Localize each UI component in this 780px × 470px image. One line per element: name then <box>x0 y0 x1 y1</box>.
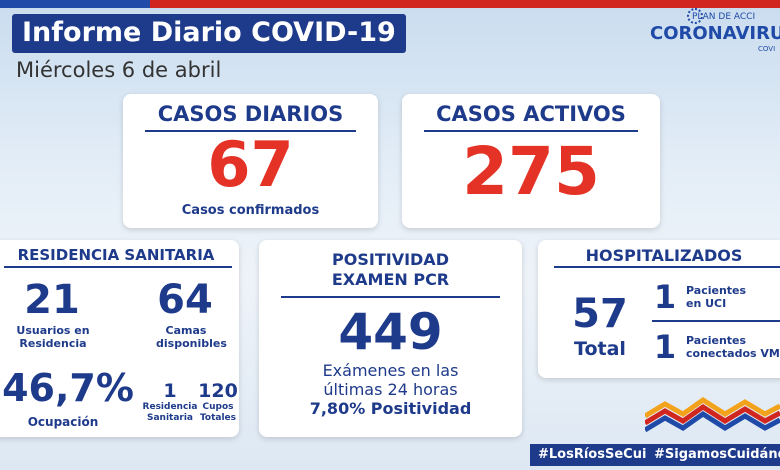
hospitalizados-title: HOSPITALIZADOS <box>585 246 743 265</box>
top-color-bar <box>0 0 780 8</box>
page-title: Informe Diario COVID-19 <box>12 14 406 53</box>
cupos-label: Cupos Totales <box>199 402 237 423</box>
hashtag-los-rios: #LosRíosSeCuida <box>530 444 673 466</box>
coronavirus-plan-logo: PLAN DE ACCI CORONAVIRU COVI <box>640 6 780 56</box>
positividad-value: 449 <box>338 303 443 361</box>
hospitalizados-card: HOSPITALIZADOS 57 Total 1 Pacientes en U… <box>538 240 780 378</box>
sun-icon <box>687 8 703 24</box>
vm-label-2: conectados VM <box>686 347 780 360</box>
residencia-card: RESIDENCIA SANITARIA 21 Usuarios en Resi… <box>0 240 239 437</box>
uci-value: 1 <box>653 278 677 316</box>
positividad-card: POSITIVIDAD EXAMEN PCR 449 Exámenes en l… <box>259 240 522 437</box>
logo-sub-text: COVI <box>758 45 776 53</box>
casos-diarios-title: CASOS DIARIOS <box>157 102 344 126</box>
divider <box>652 320 780 322</box>
camas-value: 64 <box>157 277 213 323</box>
positividad-line-3: 7,80% Positividad <box>309 399 472 418</box>
positividad-title: POSITIVIDAD <box>332 250 449 269</box>
casos-diarios-value: 67 <box>207 128 294 201</box>
vm-label-1: Pacientes <box>686 334 747 347</box>
usuarios-value: 21 <box>24 277 80 323</box>
uci-label-2: en UCI <box>686 297 727 310</box>
residencia-label: Residencia Sanitaria <box>142 402 198 423</box>
hashtag-sigamos: #SigamosCuidándon <box>646 444 780 466</box>
divider <box>281 296 500 298</box>
divider <box>4 266 232 268</box>
logo-plan-text: PLAN DE ACCI <box>692 12 756 22</box>
region-hills-decoration <box>645 396 780 433</box>
ocupacion-value: 46,7% <box>2 366 134 410</box>
hospitalizados-total-value: 57 <box>572 291 628 337</box>
casos-activos-value: 275 <box>462 133 600 210</box>
residencia-title: RESIDENCIA SANITARIA <box>17 246 215 264</box>
divider <box>554 266 780 268</box>
casos-activos-title: CASOS ACTIVOS <box>436 102 626 126</box>
cupos-value: 120 <box>198 380 238 402</box>
divider <box>145 130 356 132</box>
casos-diarios-caption: Casos confirmados <box>181 203 320 218</box>
logo-name-text: CORONAVIRU <box>650 23 780 44</box>
positividad-line-2: últimas 24 horas <box>323 380 458 399</box>
camas-label: Camas disponibles <box>156 324 227 350</box>
casos-diarios-card: CASOS DIARIOS 67 Casos confirmados <box>123 94 378 228</box>
positividad-line-1: Exámenes en las <box>322 361 459 380</box>
residencia-value: 1 <box>163 380 177 402</box>
uci-label-1: Pacientes <box>686 284 747 297</box>
ocupacion-label: Ocupación <box>27 415 99 429</box>
hospitalizados-total-label: Total <box>574 338 626 360</box>
divider <box>424 130 638 132</box>
usuarios-label: Usuarios en Residencia <box>16 324 90 350</box>
casos-activos-card: CASOS ACTIVOS 275 <box>402 94 660 228</box>
positividad-subtitle: EXAMEN PCR <box>331 270 450 289</box>
report-date: Miércoles 6 de abril <box>16 58 222 82</box>
vm-value: 1 <box>653 328 677 366</box>
